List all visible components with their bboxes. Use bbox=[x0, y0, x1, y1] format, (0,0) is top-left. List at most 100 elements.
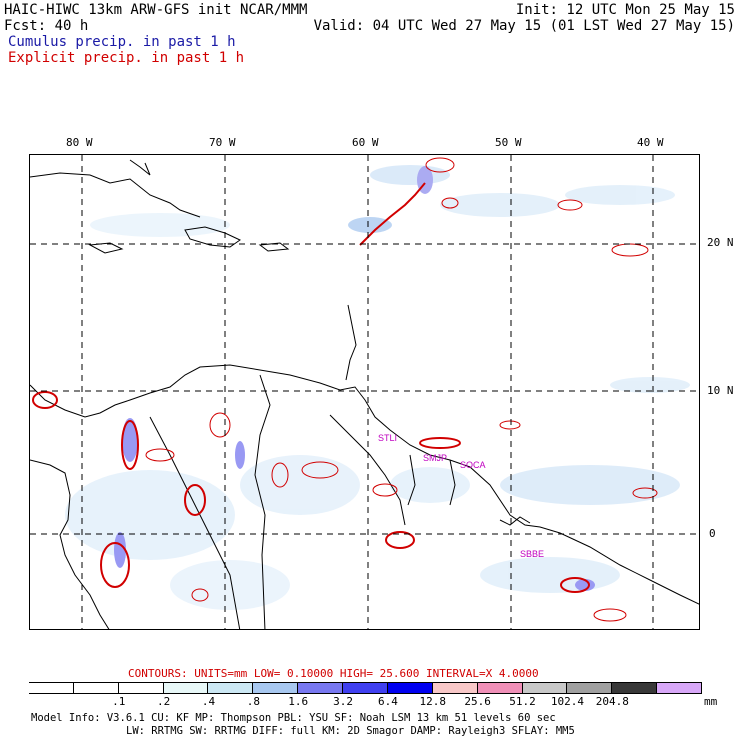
model-title: HAIC-HIWC 13km ARW-GFS init NCAR/MMM bbox=[4, 2, 308, 18]
colorbar-level-label: .1 bbox=[112, 695, 126, 708]
precipitation-map: STLI SMJP SOCA SBBE bbox=[29, 154, 700, 630]
station-labels: STLI SMJP SOCA SBBE bbox=[378, 433, 544, 559]
hispaniola-coastline bbox=[184, 226, 241, 248]
colorbar-swatch bbox=[253, 682, 299, 694]
pacific-coastline bbox=[30, 459, 110, 629]
precip-cell-contour bbox=[191, 588, 209, 602]
cumulus-patch bbox=[480, 557, 620, 593]
colorbar-level-label: 6.4 bbox=[377, 695, 398, 708]
country-border bbox=[149, 416, 241, 629]
colorbar-swatch bbox=[657, 682, 702, 694]
precip-cell-contour bbox=[593, 608, 627, 622]
cumulus-legend-label: Cumulus precip. in past 1 h bbox=[8, 34, 236, 50]
precip-band-contour bbox=[359, 182, 426, 246]
colorbar-swatch bbox=[343, 682, 388, 694]
lon-label-50w: 50 W bbox=[495, 136, 522, 149]
colorbar-unit: mm bbox=[704, 695, 718, 708]
model-info-line1: Model Info: V3.6.1 CU: KF MP: Thompson P… bbox=[31, 712, 556, 724]
cumulus-patch bbox=[90, 213, 230, 237]
colorbar-level-label: 12.8 bbox=[419, 695, 447, 708]
colorbar-swatch bbox=[432, 682, 478, 694]
lesser-antilles-coastline bbox=[345, 304, 357, 381]
explicit-precip-contours bbox=[32, 157, 658, 622]
cumulus-patch bbox=[565, 185, 675, 205]
colorbar-swatch bbox=[208, 682, 254, 694]
colorbar-swatch bbox=[298, 682, 344, 694]
cumulus-patch bbox=[122, 418, 138, 462]
precip-cell-contour bbox=[121, 420, 139, 470]
cumulus-patch bbox=[170, 560, 290, 610]
colorbar-level-label: 102.4 bbox=[550, 695, 584, 708]
lat-lon-grid bbox=[30, 155, 699, 629]
coastlines bbox=[30, 159, 699, 629]
cumulus-patch bbox=[610, 377, 690, 393]
country-border bbox=[329, 414, 406, 526]
contour-info: CONTOURS: UNITS=mm LOW= 0.10000 HIGH= 25… bbox=[128, 667, 539, 680]
cumulus-patch bbox=[65, 470, 235, 560]
cumulus-patch bbox=[240, 455, 360, 515]
lat-label-10n: 10 N bbox=[707, 384, 734, 397]
colorbar-level-label: 1.6 bbox=[288, 695, 309, 708]
station-stli: STLI bbox=[378, 433, 397, 443]
colorbar-swatch bbox=[612, 682, 658, 694]
lat-label-20n: 20 N bbox=[707, 236, 734, 249]
colorbar-level-label: 51.2 bbox=[509, 695, 536, 708]
cuba-coastline bbox=[30, 172, 201, 218]
country-border bbox=[254, 374, 271, 629]
colorbar-level-label: 204.8 bbox=[595, 695, 629, 708]
colorbar-level-label: .8 bbox=[246, 695, 260, 708]
precip-cell-contour bbox=[32, 391, 58, 409]
colorbar-level-label: .4 bbox=[201, 695, 216, 708]
cumulus-patch bbox=[390, 467, 470, 503]
init-time: Init: 12 UTC Mon 25 May 15 bbox=[515, 2, 735, 18]
cumulus-patch bbox=[235, 441, 245, 469]
precip-cell-contour bbox=[560, 577, 590, 593]
station-smjp: SMJP bbox=[423, 453, 447, 463]
precip-cell-contour bbox=[301, 461, 339, 479]
precip-cell-contour bbox=[372, 483, 398, 497]
precip-cell-contour bbox=[611, 243, 649, 257]
cumulus-patch bbox=[370, 165, 450, 185]
colorbar-level-label: .2 bbox=[156, 695, 171, 708]
precip-cell-contour bbox=[441, 197, 459, 209]
lon-label-80w: 80 W bbox=[66, 136, 93, 149]
precip-cell-contour bbox=[209, 412, 231, 438]
forecast-hour: Fcst: 40 h bbox=[4, 18, 89, 34]
colorbar-swatch bbox=[387, 682, 433, 694]
cumulus-precip-shading bbox=[65, 165, 690, 610]
colorbar-level-label: 3.2 bbox=[333, 695, 353, 708]
precip-cell-contour bbox=[419, 437, 461, 449]
colorbar-swatch bbox=[567, 682, 613, 694]
precip-cell-contour bbox=[184, 484, 206, 516]
precip-cell-contour bbox=[145, 448, 175, 462]
model-info-line2: LW: RRTMG SW: RRTMG DIFF: full KM: 2D Sm… bbox=[126, 725, 575, 737]
jamaica-coastline bbox=[88, 242, 124, 254]
amazon-delta-coastline bbox=[499, 516, 531, 526]
precip-cell-contour bbox=[425, 157, 455, 173]
colorbar-swatch bbox=[118, 682, 164, 694]
precip-cell-contour bbox=[557, 199, 583, 211]
cumulus-patch bbox=[575, 579, 595, 591]
station-soca: SOCA bbox=[460, 460, 486, 470]
cumulus-patch bbox=[114, 532, 126, 568]
lon-label-60w: 60 W bbox=[352, 136, 379, 149]
cumulus-patch bbox=[500, 465, 680, 505]
country-border bbox=[407, 454, 416, 506]
lon-label-70w: 70 W bbox=[209, 136, 236, 149]
lon-label-40w: 40 W bbox=[637, 136, 664, 149]
cumulus-patch bbox=[440, 193, 560, 217]
colorbar-swatch bbox=[73, 682, 119, 694]
precip-cell-contour bbox=[499, 420, 521, 430]
precip-cell-contour bbox=[385, 531, 415, 549]
cumulus-patch bbox=[348, 217, 392, 233]
colorbar-swatch bbox=[29, 682, 74, 694]
precip-cell-contour bbox=[271, 462, 289, 488]
colorbar-swatch bbox=[522, 682, 568, 694]
valid-time: Valid: 04 UTC Wed 27 May 15 (01 LST Wed … bbox=[313, 18, 735, 34]
station-sbbe: SBBE bbox=[520, 549, 544, 559]
bahamas-coastline bbox=[129, 159, 151, 176]
precip-cell-contour bbox=[632, 487, 658, 499]
precip-cell-contour bbox=[100, 542, 130, 588]
south-america-coastline bbox=[30, 364, 699, 605]
map-canvas: STLI SMJP SOCA SBBE bbox=[30, 155, 699, 629]
